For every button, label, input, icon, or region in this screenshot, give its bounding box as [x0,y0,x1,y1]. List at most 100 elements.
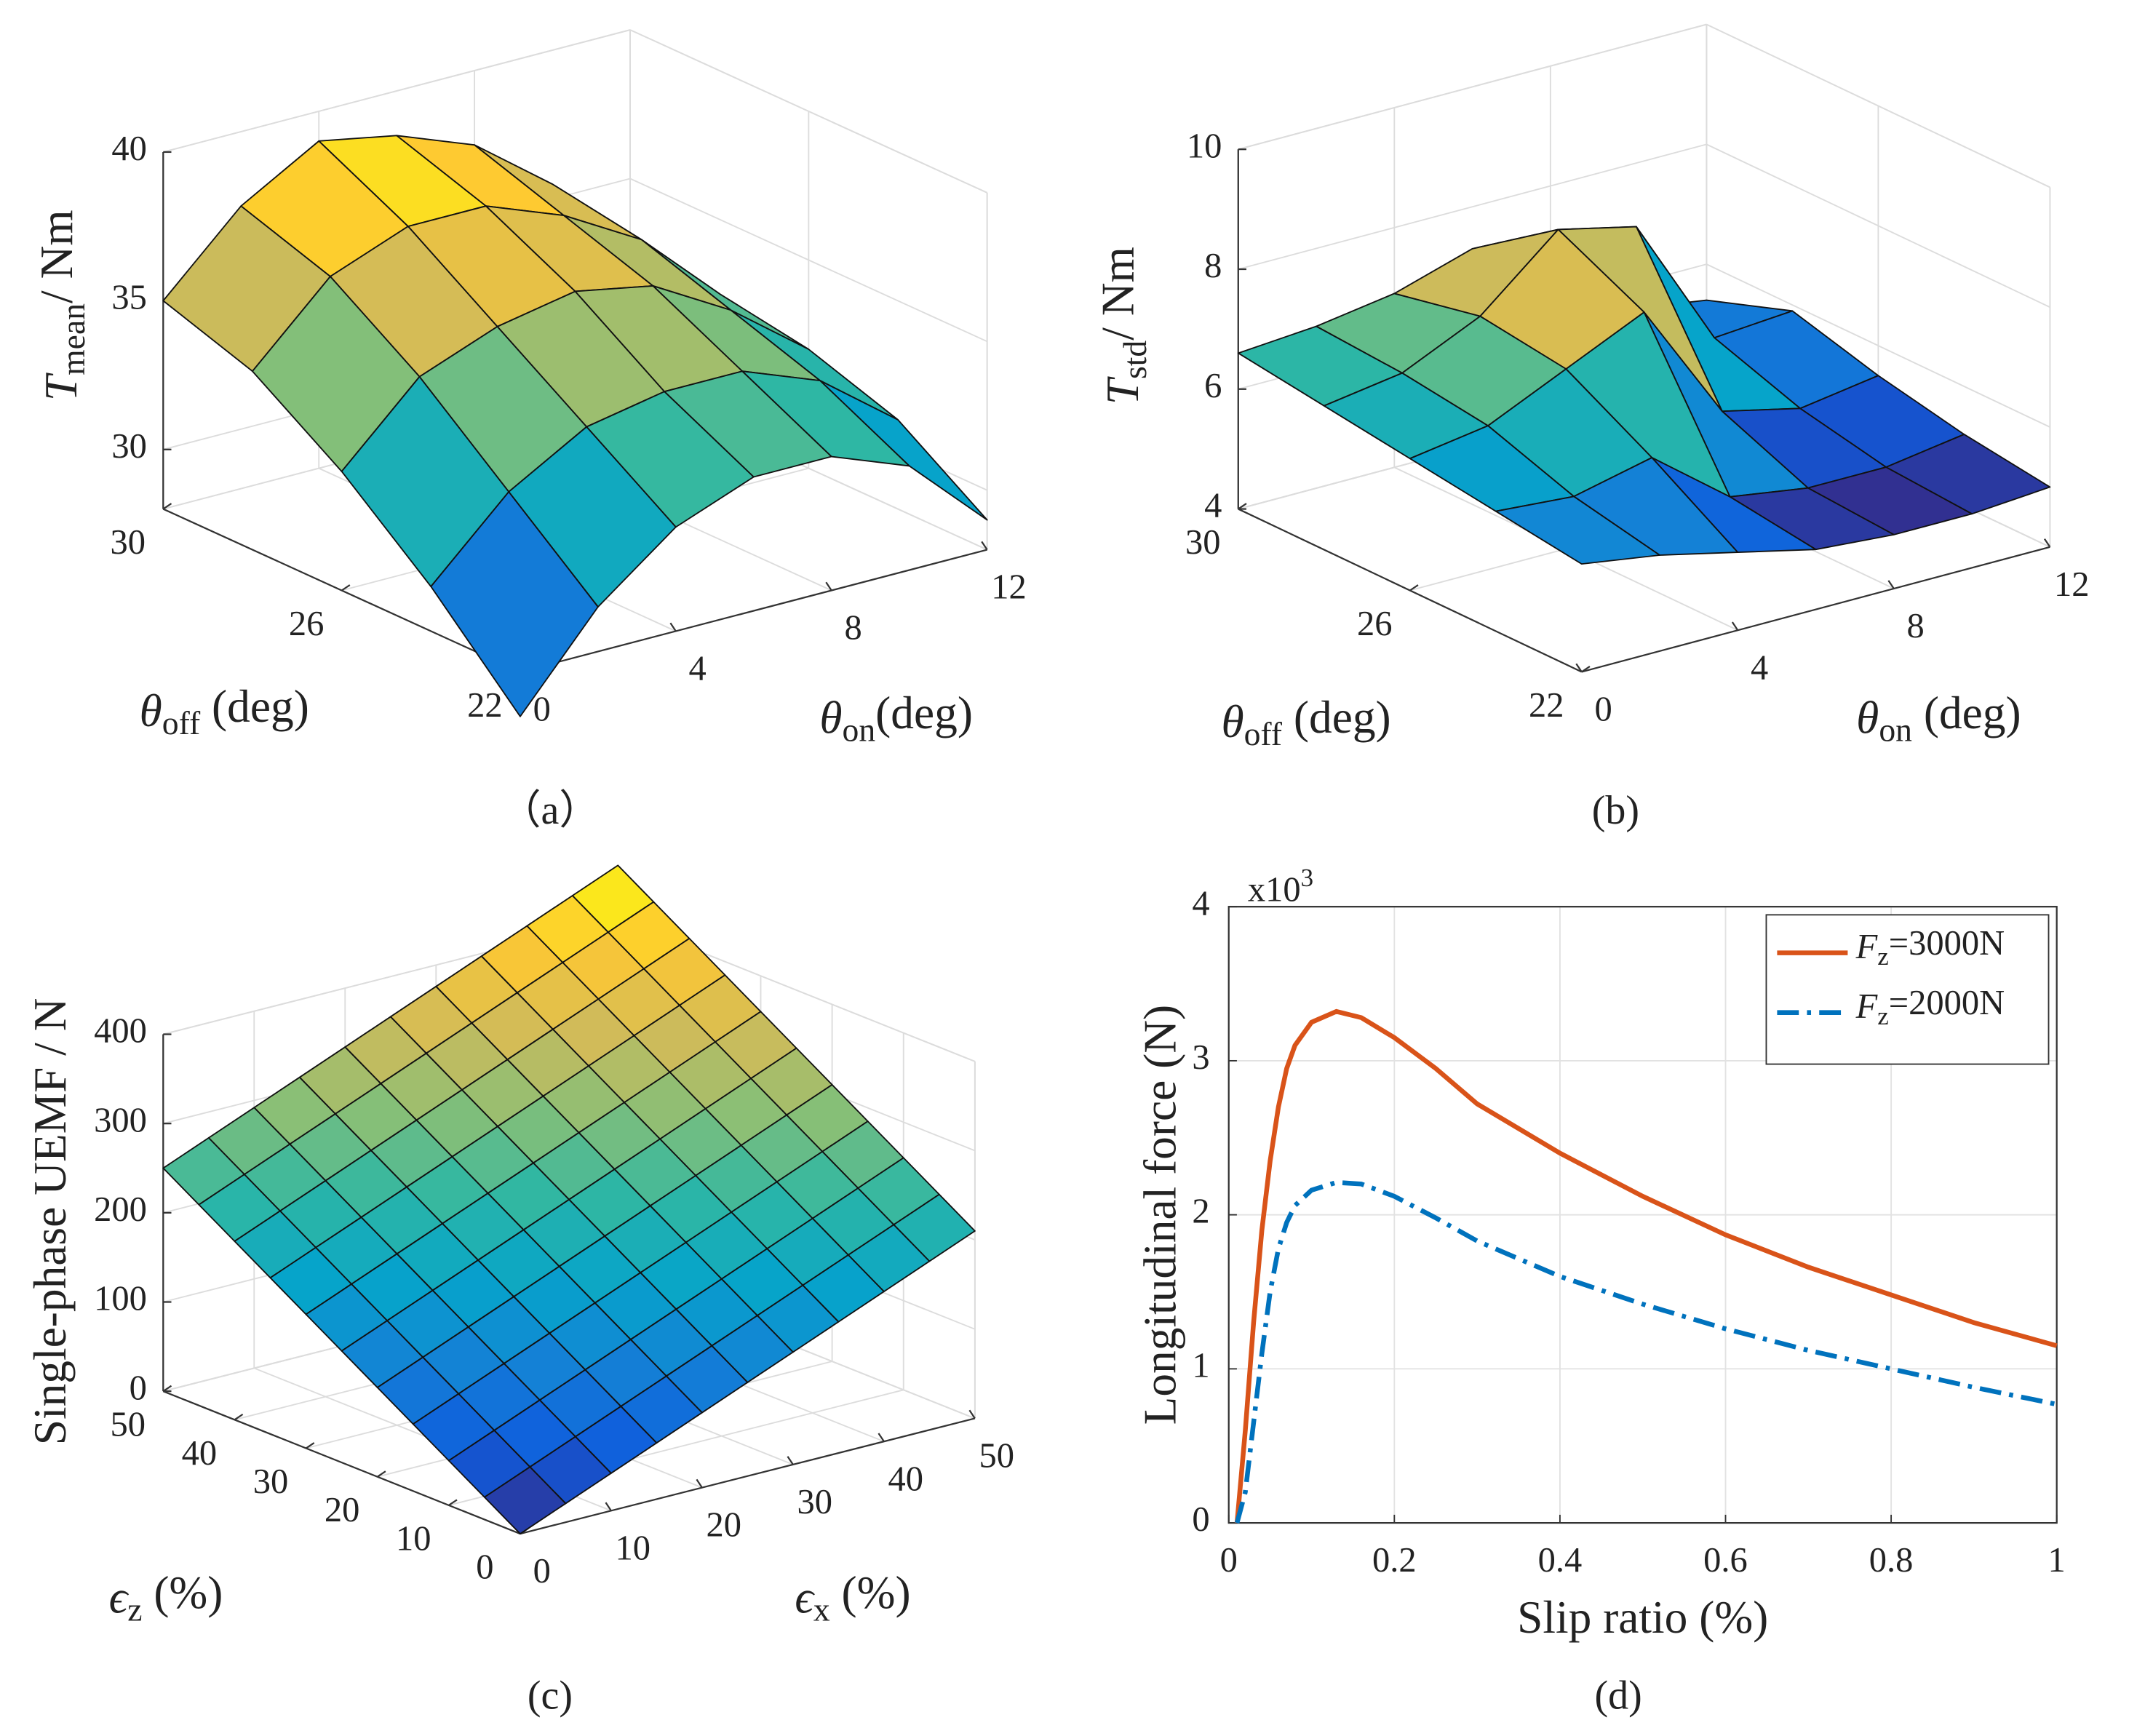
label-part: / Nm [30,210,81,303]
label-part: off [162,705,201,742]
y-tick [341,584,351,592]
label-part: / Nm [1091,247,1143,341]
x-axis-label: Slip ratio (%) [1517,1591,1768,1643]
z-tick-label: 100 [94,1280,147,1318]
x-tick-label: 1 [2048,1541,2066,1580]
x-tick-label: 12 [2054,565,2090,604]
y-tick-label: 4 [1192,884,1209,923]
y-axis-label: θoff (deg) [1221,690,1390,752]
x-tick-label: 40 [888,1460,923,1498]
label-part: =2000N [1889,984,2005,1022]
legend-box [1765,914,2050,1065]
label-part: T [1096,375,1147,405]
y-tick [234,1413,244,1421]
label-part: θ [1856,691,1879,743]
label-part: (deg) [1912,687,2021,738]
y-tick [162,1385,172,1393]
x-tick-label: 8 [844,609,861,648]
label-part: z [127,1591,142,1628]
grid-line [1706,23,2050,188]
y-tick-label: 0 [476,1548,493,1587]
label-part: F [1855,928,1879,966]
x-tick-label: 8 [1907,607,1925,645]
x-tick-label: 0 [1220,1541,1238,1580]
y-tick-label: 20 [325,1491,360,1529]
y-tick-label: 1 [1192,1347,1209,1385]
label-part: (%) [142,1566,223,1618]
legend-label: Fz=3000N [1855,924,2005,971]
label-part: off [1244,716,1283,753]
y-tick-label: 2 [1192,1192,1209,1231]
x-axis-label: θon(deg) [819,687,973,749]
grid-line [629,29,988,194]
axes-box [1227,906,2058,1524]
z-axis-label: Tmean/ Nm [30,210,92,401]
x-tick-label: 0.2 [1372,1541,1417,1580]
x-tick [968,1409,976,1420]
y-axis-label: Longitudinal force (N) [1134,1005,1186,1425]
z-tick-label: 30 [111,427,147,466]
axis-exponent: x103 [1248,864,1313,909]
x-tick-label: 50 [979,1437,1014,1476]
x-tick-label: 30 [797,1483,832,1521]
label-part: (%) [830,1566,911,1618]
y-tick-label: 40 [182,1434,218,1473]
y-axis-label: θoff (deg) [140,680,309,741]
y-tick [448,1499,458,1506]
label-part: x [813,1591,830,1628]
y-tick [1581,666,1591,673]
y-axis [162,1390,521,1535]
x-tick [2043,538,2051,548]
x-tick-label: 4 [689,650,707,688]
z-tick-label: 200 [94,1190,147,1229]
y-tick [305,1442,315,1449]
label-part: θ [819,691,842,743]
surface-face [483,1466,567,1534]
label-part: 3 [1301,864,1313,892]
y-tick [1238,503,1247,510]
x-tick [878,1433,885,1442]
grid-line [1706,263,2050,428]
z-tick-label: 4 [1204,487,1222,525]
label-part: θ [1221,696,1243,747]
z-tick-label: 10 [1187,127,1222,165]
x-tick-label: 0.8 [1869,1541,1914,1580]
label-part: std [1116,341,1153,379]
label-part: T [35,372,87,401]
x-tick [825,581,832,592]
line-series [1234,1008,2058,1524]
x-tick-label: 4 [1751,648,1768,687]
legend-label: Fz=2000N [1855,984,2005,1030]
label-part: ϵ [795,1571,815,1622]
caption: (b) [1592,788,1639,833]
label-part: on [1879,712,1912,749]
z-tick-label: 400 [94,1012,147,1051]
x-tick [605,1502,612,1511]
x-tick-label: 0 [1594,690,1612,729]
y-tick-label: 0 [1192,1500,1209,1539]
y-tick-label: 22 [1529,686,1564,725]
label-part: mean [55,303,92,375]
label-part: (deg) [1282,690,1391,742]
z-tick-label: 6 [1204,367,1222,405]
grid-line [1238,23,1707,151]
x-tick [1575,663,1583,673]
label-part: on [843,712,876,749]
z-tick-label: 35 [111,278,147,316]
y-tick-label: 22 [467,686,503,725]
caption: (d) [1595,1673,1642,1718]
caption: (c) [528,1673,573,1718]
y-tick-label: 26 [289,605,325,643]
x-tick [787,1456,794,1465]
label-part: Single-phase UEMF / N [24,998,76,1446]
caption: （a） [501,788,600,833]
y-tick-label: 26 [1357,605,1393,643]
z-axis-label: Single-phase UEMF / N [24,998,76,1446]
y-tick-label: 30 [1185,523,1221,562]
label-part: F [1855,987,1879,1026]
surface-face [1495,495,1660,565]
line-series [1234,1179,2058,1524]
label-part: z [1877,1002,1889,1030]
